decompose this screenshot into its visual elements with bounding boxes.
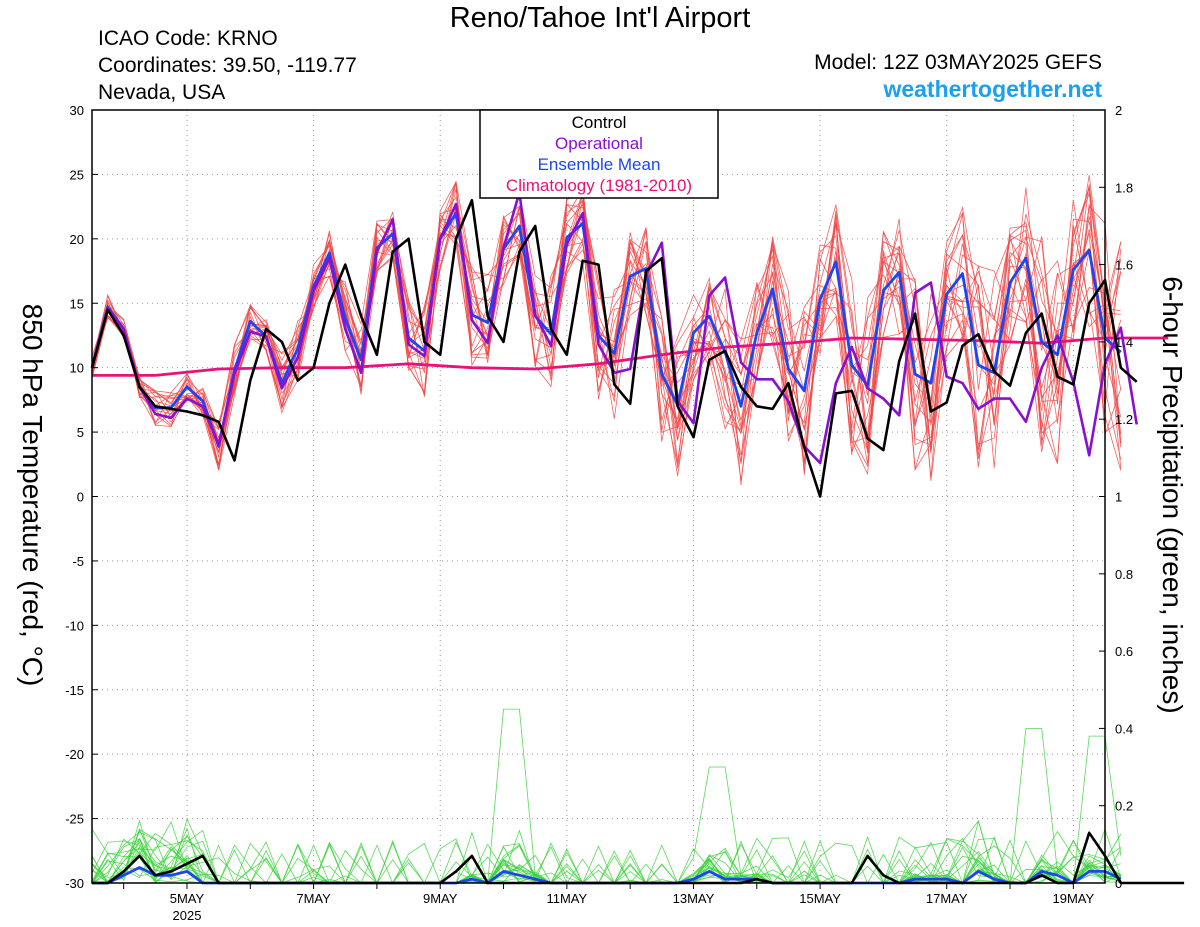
y-tick-label-left: -25: [65, 812, 84, 827]
x-tick-label: 7MAY: [296, 891, 331, 906]
x-tick-label: 15MAY: [799, 891, 841, 906]
control-line-precip: [92, 831, 1185, 885]
y-tick-label-right: 0: [1115, 876, 1122, 891]
y-tick-label-left: 30: [70, 103, 84, 118]
y-tick-label-left: 15: [70, 296, 84, 311]
x-tick-label: 13MAY: [673, 891, 715, 906]
y-tick-label-right: 1.4: [1115, 335, 1133, 350]
legend-entry: Climatology (1981-2010): [506, 176, 692, 195]
y-tick-label-right: 0.2: [1115, 799, 1133, 814]
temp-member-line: [91, 182, 1122, 476]
y-tick-label-right: 1.2: [1115, 412, 1133, 427]
x-tick-label: 17MAY: [926, 891, 968, 906]
y-tick-label-right: 2: [1115, 103, 1122, 118]
axes: 302520151050-5-10-15-20-25-3021.81.61.41…: [65, 103, 1133, 923]
precip-member-line: [91, 728, 1121, 884]
legend-entry: Operational: [555, 134, 643, 153]
plot-frame: [91, 109, 1106, 884]
x-tick-label: 11MAY: [546, 891, 587, 906]
y-tick-label-left: -10: [65, 618, 84, 633]
y-tick-label-left: -5: [72, 554, 84, 569]
temp-member-line: [91, 196, 1122, 470]
y-tick-label-left: 25: [70, 167, 84, 182]
y-tick-label-right: 0.8: [1115, 567, 1133, 582]
control-line: [90, 198, 1138, 498]
y-tick-label-left: 0: [77, 490, 84, 505]
y-tick-label-left: 5: [77, 425, 84, 440]
website-link[interactable]: weathertogether.net: [883, 76, 1102, 102]
y-tick-label-right: 1.6: [1115, 258, 1133, 273]
x-tick-label: 19MAY: [1053, 891, 1095, 906]
y-tick-label-left: 10: [70, 361, 84, 376]
y-tick-label-right: 0.4: [1115, 721, 1133, 736]
y-tick-label-right: 1.8: [1115, 180, 1133, 195]
temp-member-line: [91, 181, 1121, 471]
operational-line: [90, 191, 1138, 465]
x-tick-label: 5MAY: [170, 891, 205, 906]
legend-entry: Ensemble Mean: [538, 155, 661, 174]
x-tick-label: 9MAY: [423, 891, 458, 906]
temp-member-line: [91, 186, 1122, 466]
y-tick-label-right: 0.6: [1115, 644, 1133, 659]
region: Nevada, USA: [98, 81, 226, 104]
y-tick-label-left: -15: [65, 683, 84, 698]
y-tick-label-right: 1: [1115, 490, 1122, 505]
legend-box: [479, 109, 719, 199]
x-tick-year: 2025: [173, 908, 202, 923]
model-run: Model: 12Z 03MAY2025 GEFS: [814, 51, 1102, 74]
ensemble-members: [91, 175, 1122, 885]
y-tick-label-left: 20: [70, 232, 84, 247]
y-tick-label-left: -20: [65, 747, 84, 762]
grid-lines: [92, 110, 1105, 883]
chart-title: Reno/Tahoe Int'l Airport: [449, 2, 751, 34]
coordinates: Coordinates: 39.50, -119.77: [98, 54, 357, 77]
legend: Control Operational Ensemble Mean Climatolo…: [479, 109, 719, 199]
climatology-line: [92, 336, 1169, 377]
temp-member-line: [91, 193, 1121, 486]
precip-member-line: [92, 708, 1122, 884]
icao-code: ICAO Code: KRNO: [98, 27, 278, 50]
legend-entry: Control: [572, 113, 627, 132]
y-tick-label-left: -30: [65, 876, 84, 891]
